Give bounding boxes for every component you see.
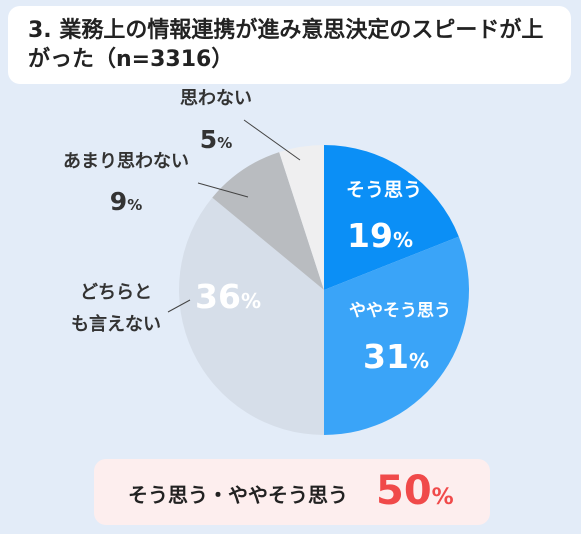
slice-value-4: 9%: [110, 187, 142, 216]
slice-label-4: あまり思わない: [63, 151, 189, 172]
slice-label-2: ややそう思う: [349, 301, 451, 321]
summary-number: 50: [376, 468, 432, 514]
slice-1: [324, 145, 459, 290]
summary-unit: %: [431, 485, 454, 510]
summary-box: そう思う・ややそう思う 50%: [94, 459, 490, 525]
slice-2: [324, 236, 469, 435]
slice-label-3-line-2: も言えない: [71, 313, 161, 335]
leader-line-5: [243, 119, 301, 161]
slice-label-3-line-1: どちらと: [80, 282, 152, 303]
summary-label: そう思う・ややそう思う: [128, 483, 348, 507]
pie-slices: [179, 145, 469, 435]
slice-value-1: 19%: [347, 216, 413, 255]
slice-value-3: 36%: [195, 277, 261, 316]
summary-value: 50%: [376, 465, 454, 524]
slice-label-1: そう思う: [346, 179, 422, 201]
chart-title: 3. 業務上の情報連携が進み意思決定のスピードが上がった（n=3316）: [28, 18, 544, 72]
slice-5: [279, 145, 324, 290]
leader-lines: [167, 119, 301, 313]
slice-4: [212, 152, 324, 290]
slice-value-5: 5%: [200, 125, 232, 154]
title-box: 3. 業務上の情報連携が進み意思決定のスピードが上がった（n=3316）: [8, 6, 571, 84]
slice-value-2: 31%: [363, 337, 429, 376]
slice-label-5: 思わない: [180, 88, 252, 109]
slice-3: [179, 197, 324, 435]
leader-line-3: [167, 299, 191, 313]
leader-line-4: [197, 182, 249, 198]
